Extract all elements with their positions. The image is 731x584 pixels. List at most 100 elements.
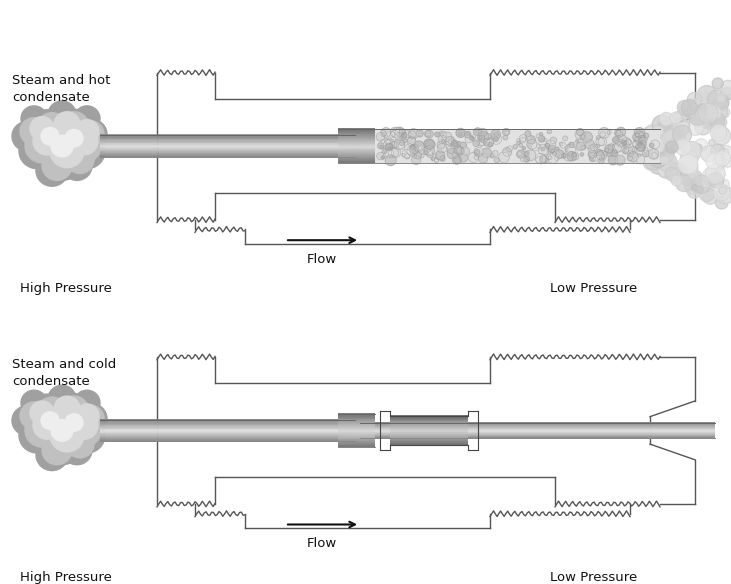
Circle shape	[416, 130, 423, 137]
Circle shape	[453, 146, 462, 154]
Circle shape	[681, 151, 698, 167]
Circle shape	[438, 135, 447, 144]
Circle shape	[459, 154, 468, 162]
Circle shape	[19, 418, 55, 453]
Circle shape	[689, 169, 697, 179]
Circle shape	[385, 140, 390, 145]
Circle shape	[719, 179, 730, 189]
Circle shape	[662, 128, 678, 144]
Circle shape	[66, 430, 94, 458]
Circle shape	[650, 152, 667, 168]
Circle shape	[42, 435, 72, 465]
Circle shape	[395, 127, 404, 136]
Circle shape	[673, 126, 692, 144]
Circle shape	[405, 154, 409, 159]
Circle shape	[30, 401, 54, 425]
Circle shape	[546, 154, 551, 159]
Circle shape	[710, 119, 720, 128]
Circle shape	[633, 140, 642, 148]
Circle shape	[33, 412, 61, 439]
Circle shape	[548, 145, 556, 152]
Circle shape	[493, 137, 498, 141]
Circle shape	[702, 189, 718, 204]
Circle shape	[517, 139, 520, 142]
Circle shape	[50, 419, 84, 452]
Circle shape	[689, 108, 706, 125]
Circle shape	[647, 154, 656, 162]
Circle shape	[452, 156, 461, 164]
Circle shape	[662, 130, 680, 147]
Circle shape	[531, 142, 540, 151]
Circle shape	[56, 393, 88, 425]
Circle shape	[678, 155, 698, 173]
Circle shape	[74, 106, 100, 131]
Circle shape	[471, 135, 476, 138]
Circle shape	[645, 151, 656, 161]
Circle shape	[643, 126, 660, 143]
Polygon shape	[375, 130, 660, 163]
Circle shape	[656, 130, 663, 136]
Circle shape	[661, 153, 667, 159]
Circle shape	[465, 131, 471, 137]
Circle shape	[560, 154, 564, 158]
Circle shape	[469, 136, 474, 140]
Circle shape	[679, 105, 688, 113]
Circle shape	[702, 168, 719, 186]
Circle shape	[507, 146, 512, 151]
Circle shape	[661, 142, 672, 153]
Circle shape	[42, 426, 82, 465]
Circle shape	[598, 137, 607, 145]
Circle shape	[588, 151, 596, 158]
Circle shape	[550, 137, 557, 144]
Circle shape	[654, 152, 668, 166]
Circle shape	[544, 138, 547, 141]
Circle shape	[483, 138, 488, 143]
Circle shape	[687, 185, 701, 198]
Circle shape	[692, 172, 702, 182]
Circle shape	[50, 134, 84, 168]
Circle shape	[457, 142, 460, 145]
Circle shape	[547, 147, 553, 153]
Circle shape	[572, 152, 576, 157]
Circle shape	[695, 139, 708, 151]
Circle shape	[707, 106, 721, 119]
Circle shape	[647, 145, 658, 155]
Circle shape	[561, 142, 567, 148]
Circle shape	[527, 140, 537, 149]
Circle shape	[522, 147, 526, 150]
Circle shape	[461, 147, 469, 155]
Circle shape	[561, 154, 567, 158]
Circle shape	[642, 147, 658, 162]
Circle shape	[639, 131, 645, 138]
Circle shape	[474, 155, 478, 159]
Circle shape	[518, 152, 521, 155]
Circle shape	[635, 131, 643, 138]
Circle shape	[692, 168, 698, 173]
Circle shape	[628, 141, 632, 144]
Circle shape	[681, 100, 697, 115]
Circle shape	[689, 171, 702, 183]
Circle shape	[571, 152, 579, 160]
Circle shape	[411, 145, 414, 148]
Circle shape	[623, 148, 629, 154]
Circle shape	[563, 136, 568, 141]
Circle shape	[635, 144, 645, 155]
Circle shape	[724, 160, 731, 167]
Text: High Pressure: High Pressure	[20, 571, 112, 583]
Circle shape	[697, 86, 716, 105]
Circle shape	[425, 130, 433, 138]
Circle shape	[681, 158, 698, 175]
Circle shape	[545, 140, 556, 150]
Circle shape	[613, 137, 619, 144]
Circle shape	[536, 134, 540, 138]
Circle shape	[575, 130, 585, 140]
Circle shape	[596, 150, 602, 156]
Circle shape	[713, 161, 724, 171]
Circle shape	[719, 186, 727, 194]
Circle shape	[678, 100, 692, 114]
Circle shape	[541, 147, 545, 151]
Circle shape	[658, 114, 675, 131]
Circle shape	[412, 155, 420, 164]
Circle shape	[700, 114, 714, 128]
Circle shape	[711, 123, 727, 138]
